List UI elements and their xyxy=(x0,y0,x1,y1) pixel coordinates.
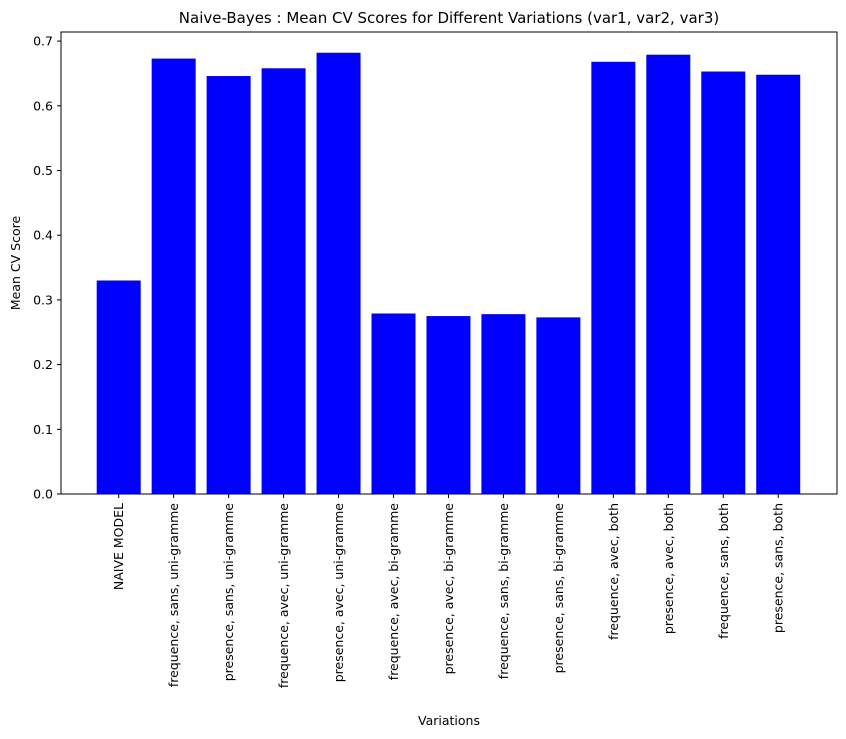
x-axis-ticks: NAIVE MODEL frequence, sans, uni-gramme pr… xyxy=(111,494,786,688)
bar-2 xyxy=(206,76,251,495)
y-axis-ticks: 0.0 0.1 0.2 0.3 0.4 0.5 0.6 0.7 xyxy=(33,34,61,502)
chart-title: Naive-Bayes : Mean CV Scores for Differe… xyxy=(179,9,719,27)
y-tick-label: 0.3 xyxy=(33,292,53,307)
y-tick-label: 0.0 xyxy=(33,487,53,502)
bar-1 xyxy=(151,58,196,494)
bar-3 xyxy=(261,68,306,495)
y-tick-label: 0.6 xyxy=(33,98,53,113)
y-tick-label: 0.7 xyxy=(33,34,53,49)
bar-9 xyxy=(591,61,636,494)
bar-5 xyxy=(371,313,416,494)
x-tick-label: presence, sans, both xyxy=(771,503,786,633)
bar-7 xyxy=(481,314,526,494)
x-tick-label: presence, sans, bi-gramme xyxy=(551,503,566,674)
bar-12 xyxy=(756,74,801,494)
y-tick-label: 0.4 xyxy=(33,228,53,243)
x-tick-label: frequence, sans, both xyxy=(716,503,731,639)
bar-10 xyxy=(646,54,691,494)
bar-0 xyxy=(96,280,141,494)
x-tick-label: presence, avec, both xyxy=(661,503,676,634)
x-tick-label: frequence, avec, both xyxy=(606,503,621,640)
x-tick-label: presence, avec, bi-gramme xyxy=(441,503,456,675)
x-tick-label: presence, avec, uni-gramme xyxy=(331,503,346,683)
y-axis-label: Mean CV Score xyxy=(8,216,23,311)
x-axis-label: Variations xyxy=(418,713,480,728)
bar-11 xyxy=(701,71,746,494)
x-tick-label: frequence, sans, uni-gramme xyxy=(166,503,181,687)
plot-frame xyxy=(60,31,838,495)
y-tick-label: 0.5 xyxy=(33,163,53,178)
x-tick-label: NAIVE MODEL xyxy=(111,503,126,590)
y-tick-label: 0.2 xyxy=(33,357,53,372)
bar-4 xyxy=(316,52,361,494)
x-tick-label: frequence, sans, bi-gramme xyxy=(496,503,511,679)
x-tick-label: frequence, avec, uni-gramme xyxy=(276,503,291,688)
bar-8 xyxy=(536,317,581,494)
x-tick-label: presence, sans, uni-gramme xyxy=(221,503,236,682)
bars-group xyxy=(96,52,801,495)
y-tick-label: 0.1 xyxy=(33,422,53,437)
bar-6 xyxy=(426,316,471,494)
x-tick-label: frequence, avec, bi-gramme xyxy=(386,503,401,681)
